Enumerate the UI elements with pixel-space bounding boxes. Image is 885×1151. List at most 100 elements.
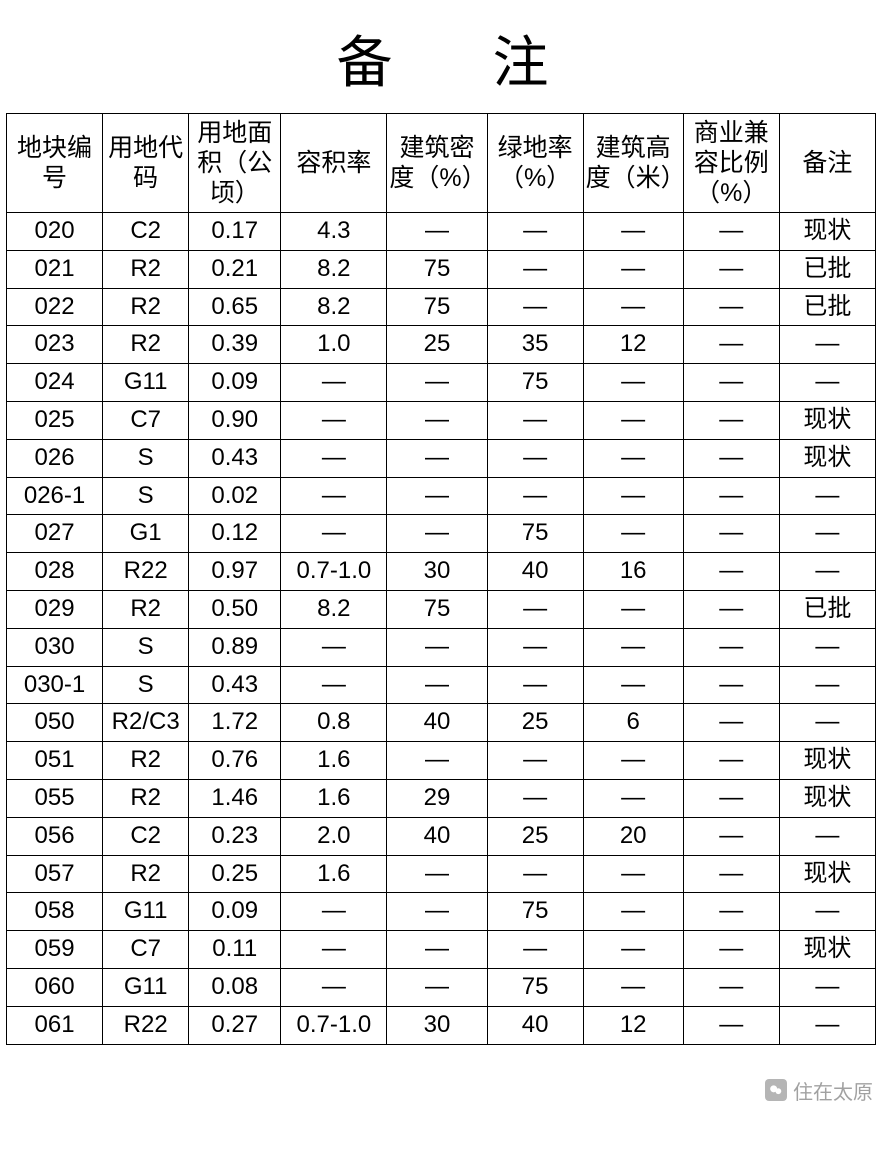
table-cell: — — [487, 931, 583, 969]
wechat-icon — [765, 1079, 787, 1101]
table-row: 024G110.09——75——— — [7, 364, 876, 402]
table-cell: — — [779, 893, 875, 931]
table-cell: 0.39 — [189, 326, 281, 364]
table-cell: 0.12 — [189, 515, 281, 553]
table-cell: 35 — [487, 326, 583, 364]
table-cell: 已批 — [779, 590, 875, 628]
table-cell: — — [583, 477, 683, 515]
table-row: 027G10.12——75——— — [7, 515, 876, 553]
table-cell: 1.6 — [281, 742, 387, 780]
table-cell: 4.3 — [281, 213, 387, 251]
table-cell: 0.08 — [189, 968, 281, 1006]
col-header: 绿地率（%） — [487, 114, 583, 213]
table-cell: 8.2 — [281, 590, 387, 628]
table-cell: 0.65 — [189, 288, 281, 326]
table-cell: — — [583, 515, 683, 553]
col-header: 备注 — [779, 114, 875, 213]
table-cell: — — [583, 288, 683, 326]
table-cell: 024 — [7, 364, 103, 402]
table-row: 026-1S0.02—————— — [7, 477, 876, 515]
table-cell: — — [683, 968, 779, 1006]
table-cell: 027 — [7, 515, 103, 553]
table-cell: 022 — [7, 288, 103, 326]
table-cell: — — [281, 628, 387, 666]
table-cell: — — [683, 931, 779, 969]
table-body: 020C20.174.3————现状021R20.218.275———已批022… — [7, 213, 876, 1045]
table-cell: 16 — [583, 553, 683, 591]
table-cell: — — [487, 401, 583, 439]
table-cell: 75 — [387, 288, 487, 326]
table-cell: — — [683, 401, 779, 439]
table-cell: — — [387, 931, 487, 969]
table-cell: 12 — [583, 326, 683, 364]
table-cell: — — [779, 628, 875, 666]
table-cell: 现状 — [779, 213, 875, 251]
table-cell: 0.43 — [189, 666, 281, 704]
table-cell: 051 — [7, 742, 103, 780]
table-cell: 0.09 — [189, 364, 281, 402]
table-cell: 40 — [387, 704, 487, 742]
table-cell: 030 — [7, 628, 103, 666]
table-cell: 75 — [487, 515, 583, 553]
table-cell: 6 — [583, 704, 683, 742]
table-cell: — — [583, 742, 683, 780]
table-row: 058G110.09——75——— — [7, 893, 876, 931]
table-cell: — — [281, 666, 387, 704]
table-cell: G11 — [103, 968, 189, 1006]
table-cell: — — [487, 742, 583, 780]
table-cell: 现状 — [779, 931, 875, 969]
table-cell: — — [779, 326, 875, 364]
table-cell: — — [487, 477, 583, 515]
table-cell: R2/C3 — [103, 704, 189, 742]
table-cell: 75 — [487, 893, 583, 931]
table-row: 026S0.43—————现状 — [7, 439, 876, 477]
table-cell: — — [487, 628, 583, 666]
table-cell: 025 — [7, 401, 103, 439]
table-cell: — — [387, 968, 487, 1006]
table-cell: 0.02 — [189, 477, 281, 515]
table-row: 060G110.08——75——— — [7, 968, 876, 1006]
table-cell: — — [281, 968, 387, 1006]
table-cell: — — [683, 250, 779, 288]
table-cell: 已批 — [779, 250, 875, 288]
table-cell: 现状 — [779, 439, 875, 477]
col-header: 用地面积（公顷） — [189, 114, 281, 213]
table-cell: — — [683, 779, 779, 817]
col-header: 建筑高度（米） — [583, 114, 683, 213]
table-cell: — — [387, 742, 487, 780]
table-cell: 1.6 — [281, 855, 387, 893]
table-cell: 050 — [7, 704, 103, 742]
table-cell: C7 — [103, 401, 189, 439]
table-row: 059C70.11—————现状 — [7, 931, 876, 969]
col-header: 容积率 — [281, 114, 387, 213]
table-cell: 026-1 — [7, 477, 103, 515]
table-cell: — — [387, 855, 487, 893]
table-cell: 0.11 — [189, 931, 281, 969]
watermark-text: 住在太原 — [793, 1076, 873, 1105]
table-row: 029R20.508.275———已批 — [7, 590, 876, 628]
table-cell: 现状 — [779, 855, 875, 893]
table-cell: 061 — [7, 1006, 103, 1044]
table-cell: 056 — [7, 817, 103, 855]
table-cell: — — [779, 1006, 875, 1044]
table-cell: G11 — [103, 364, 189, 402]
table-cell: 1.72 — [189, 704, 281, 742]
table-cell: R2 — [103, 250, 189, 288]
table-cell: 0.7-1.0 — [281, 553, 387, 591]
table-cell: R2 — [103, 288, 189, 326]
table-cell: 030-1 — [7, 666, 103, 704]
table-cell: — — [487, 590, 583, 628]
table-cell: 40 — [487, 553, 583, 591]
table-cell: 75 — [387, 250, 487, 288]
table-cell: — — [583, 666, 683, 704]
table-cell: R2 — [103, 779, 189, 817]
table-cell: 0.17 — [189, 213, 281, 251]
table-cell: 现状 — [779, 401, 875, 439]
table-cell: — — [487, 250, 583, 288]
table-cell: — — [583, 401, 683, 439]
table-cell: — — [281, 401, 387, 439]
table-cell: 0.23 — [189, 817, 281, 855]
table-cell: — — [683, 855, 779, 893]
table-cell: 023 — [7, 326, 103, 364]
table-row: 061R220.270.7-1.0304012—— — [7, 1006, 876, 1044]
